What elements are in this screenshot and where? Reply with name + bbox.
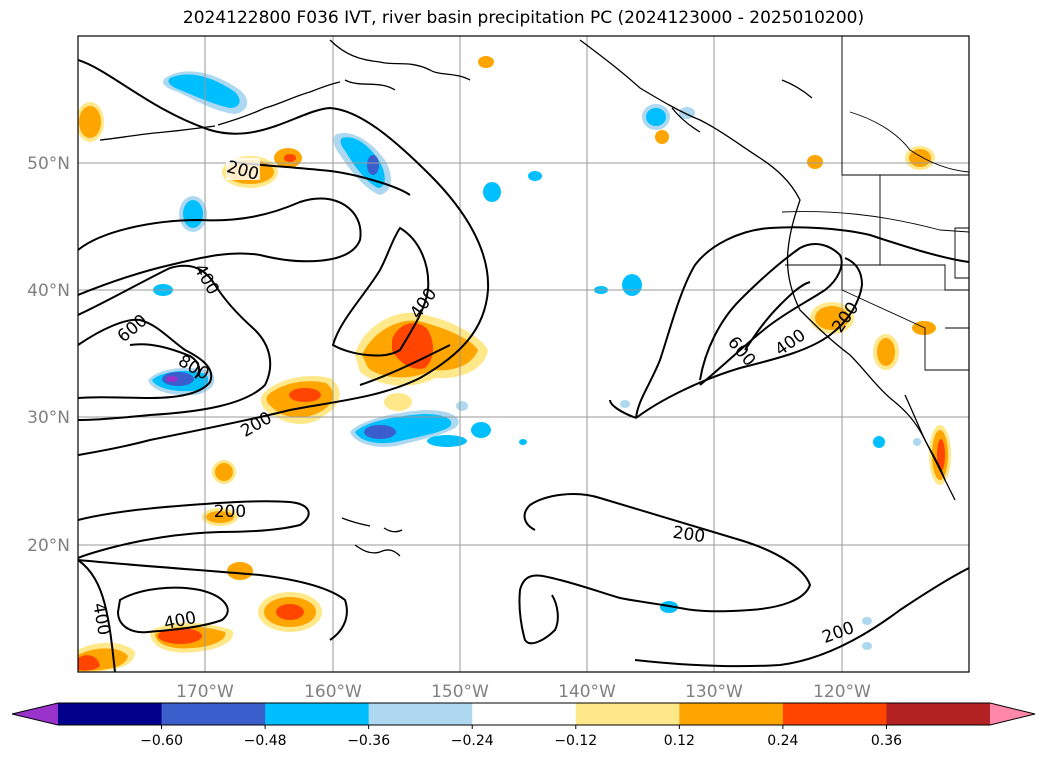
- colorbar-segment: [265, 703, 370, 725]
- colorbar-tick-label: 0.36: [871, 733, 902, 749]
- contour-label: 200: [671, 523, 706, 547]
- colorbar-tick-label: 0.12: [664, 733, 695, 749]
- colorbar-segment: [472, 703, 577, 725]
- colorbar-tick-label: −0.12: [554, 733, 597, 749]
- colorbar-segment: [161, 703, 266, 725]
- lat-label: 30°N: [27, 408, 70, 428]
- negative-anomaly: [148, 71, 921, 650]
- lon-label: 130°W: [685, 682, 743, 702]
- colorbar: −0.60 −0.48 −0.36 −0.24 −0.12 0.12 0.24 0.36: [11, 702, 1036, 749]
- lat-label: 50°N: [27, 154, 70, 174]
- map-title: 2024122800 F036 IVT, river basin precipi…: [182, 8, 865, 28]
- political-boundaries: [781, 36, 969, 371]
- coastlines: [99, 39, 956, 557]
- lon-label: 140°W: [558, 682, 616, 702]
- colorbar-extend-min: [12, 703, 58, 725]
- colorbar-segment: [368, 703, 473, 725]
- contour-label: 200: [214, 502, 246, 522]
- colorbar-tick-label: −0.24: [451, 733, 494, 749]
- colorbar-tick-label: −0.48: [244, 733, 287, 749]
- lon-label: 170°W: [176, 682, 234, 702]
- colorbar-tick-label: −0.60: [140, 733, 183, 749]
- colorbar-extend-max: [990, 703, 1035, 725]
- longitude-labels: 170°W 160°W 150°W 140°W 130°W 120°W: [176, 682, 871, 702]
- lat-label: 40°N: [27, 281, 70, 301]
- colorbar-segment: [679, 703, 784, 725]
- map-background: [78, 36, 969, 672]
- map-frame: [77, 35, 970, 673]
- colorbar-tick-label: 0.24: [767, 733, 798, 749]
- colorbar-tick-label: −0.36: [347, 733, 390, 749]
- colorbar-segment: [575, 703, 680, 725]
- gridlines: [78, 36, 969, 672]
- lon-label: 150°W: [431, 682, 489, 702]
- colorbar-segment: [782, 703, 887, 725]
- colorbar-segment: [58, 703, 163, 725]
- lon-label: 120°W: [813, 682, 871, 702]
- colorbar-segment: [886, 703, 991, 725]
- lon-label: 160°W: [304, 682, 362, 702]
- lat-label: 20°N: [27, 536, 70, 556]
- latitude-labels: 50°N 40°N 30°N 20°N: [27, 154, 70, 556]
